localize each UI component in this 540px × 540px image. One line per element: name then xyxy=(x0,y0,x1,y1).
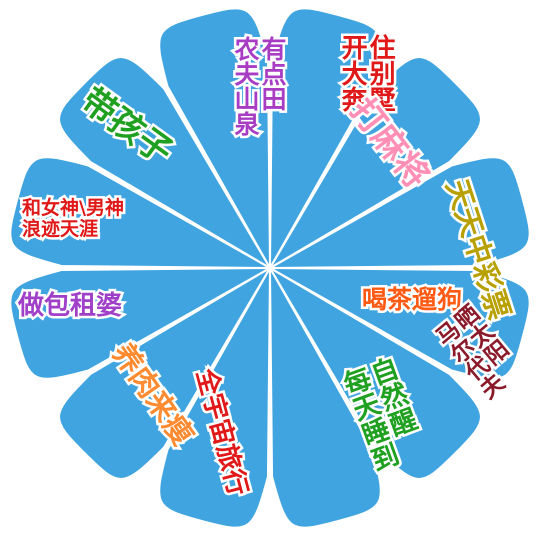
petal-divider xyxy=(139,192,271,269)
petal-label-villa: 住别墅 开大奔 xyxy=(335,32,398,115)
petal xyxy=(269,267,482,480)
petal xyxy=(269,7,382,269)
petal-label-rural-farm: 有点田 农夫山泉 xyxy=(229,34,290,139)
petal-divider xyxy=(269,192,401,269)
petal xyxy=(9,156,271,269)
petal xyxy=(269,267,531,380)
petal xyxy=(158,267,271,529)
petal-divider xyxy=(139,267,271,344)
petal-label-tea-dog: 喝茶遛狗 xyxy=(359,284,464,316)
petal-divider xyxy=(269,267,346,399)
petal xyxy=(9,267,271,380)
petal xyxy=(269,267,382,529)
petal xyxy=(158,7,271,269)
petal xyxy=(269,156,531,269)
petal xyxy=(58,56,271,269)
petal-divider xyxy=(194,267,271,399)
petal xyxy=(58,267,271,480)
petal-label-landlady: 做包租婆 xyxy=(15,289,124,322)
petal xyxy=(269,56,482,269)
petal-divider xyxy=(269,267,401,344)
petal-divider xyxy=(194,137,271,269)
petal-divider xyxy=(269,137,346,269)
petal-label-wander: 和女神\男神 浪迹天涯 xyxy=(20,195,127,241)
